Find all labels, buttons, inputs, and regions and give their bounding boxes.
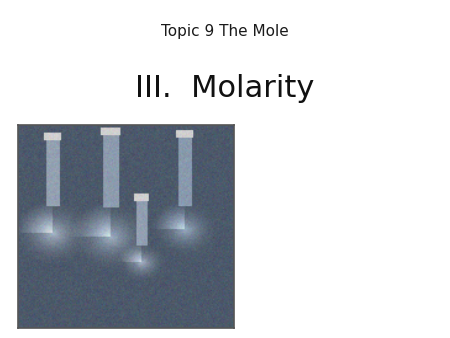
Text: III.  Molarity: III. Molarity	[135, 74, 315, 103]
Text: Topic 9 The Mole: Topic 9 The Mole	[161, 24, 289, 39]
